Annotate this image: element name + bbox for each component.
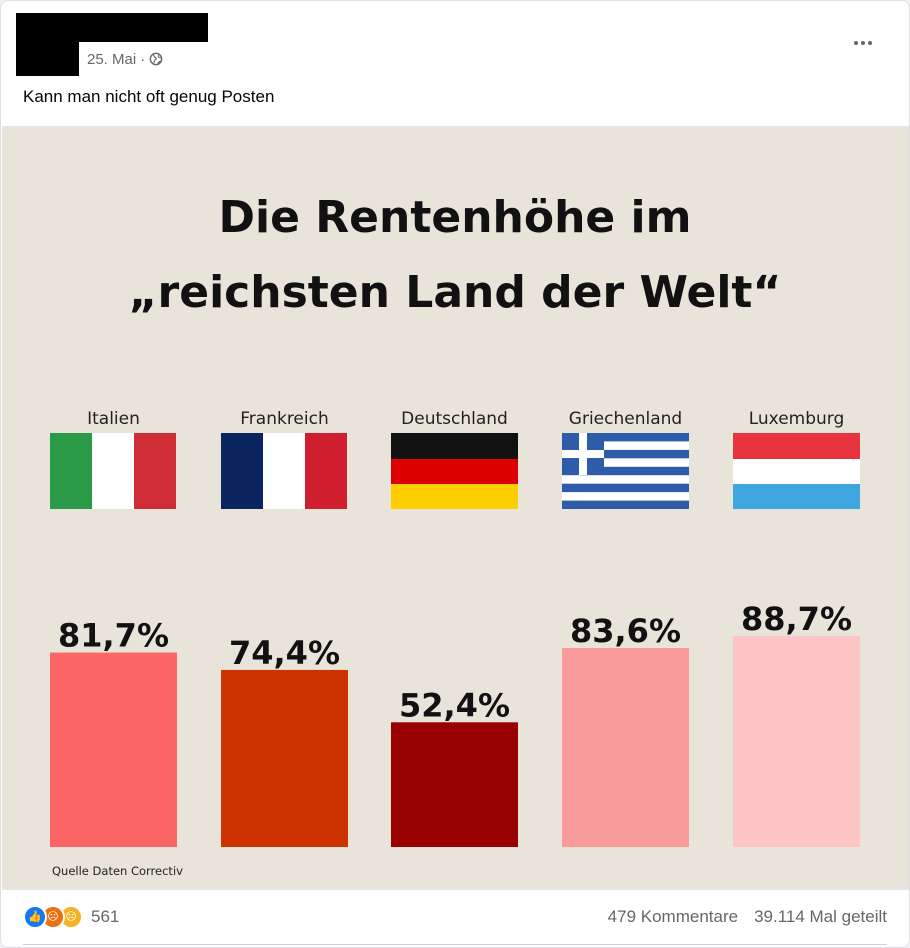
bar-griechenland <box>562 648 689 847</box>
flag-luxembourg <box>733 433 860 509</box>
like-icon: 👍 <box>23 905 47 929</box>
redacted-avatar <box>16 42 79 76</box>
value-label-deutschland: 52,4% <box>399 686 510 724</box>
shares-count[interactable]: 39.114 Mal geteilt <box>754 907 887 926</box>
bar-deutschland <box>391 722 518 847</box>
country-label-griechenland: Griechenland <box>569 409 682 429</box>
comments-count[interactable]: 479 Kommentare <box>607 907 739 926</box>
bar-frankreich <box>221 669 348 847</box>
chart-title-line1: Die Rentenhöhe im <box>219 192 692 243</box>
post-image[interactable]: Die Rentenhöhe im „reichsten Land der We… <box>2 126 909 890</box>
post-meta: 25. Mai · <box>87 49 163 69</box>
value-label-griechenland: 83,6% <box>570 612 681 650</box>
flag-france <box>221 433 347 509</box>
country-label-italien: Italien <box>87 409 140 429</box>
country-label-luxemburg: Luxemburg <box>749 409 845 429</box>
globe-icon[interactable] <box>149 52 163 66</box>
redacted-profile-name <box>16 13 208 42</box>
reaction-count[interactable]: 561 <box>91 907 120 926</box>
bar-italien <box>50 652 177 847</box>
flag-greece <box>562 433 689 509</box>
post-text: Kann man nicht oft genug Posten <box>23 87 275 106</box>
more-options-icon[interactable] <box>849 33 877 53</box>
value-label-italien: 81,7% <box>58 617 169 655</box>
pension-chart: Die Rentenhöhe im „reichsten Land der We… <box>2 127 909 889</box>
flag-germany <box>391 433 518 509</box>
post-stats: 479 Kommentare 39.114 Mal geteilt <box>608 907 887 927</box>
post-footer: 👍 ☹ ☹ 561 479 Kommentare 39.114 Mal gete… <box>1 889 909 947</box>
post-date[interactable]: 25. Mai <box>87 50 137 68</box>
country-label-frankreich: Frankreich <box>240 409 329 429</box>
bar-luxemburg <box>733 635 860 847</box>
flag-italy <box>50 433 176 509</box>
footer-divider <box>23 944 887 945</box>
meta-separator: · <box>140 50 146 68</box>
value-label-luxemburg: 88,7% <box>741 600 852 638</box>
value-label-frankreich: 74,4% <box>229 634 340 672</box>
chart-title-line2: „reichsten Land der Welt“ <box>129 267 782 318</box>
reactions-summary[interactable]: 👍 ☹ ☹ 561 <box>23 905 119 929</box>
country-label-deutschland: Deutschland <box>401 409 508 429</box>
chart-source: Quelle Daten Correctiv <box>52 864 183 878</box>
